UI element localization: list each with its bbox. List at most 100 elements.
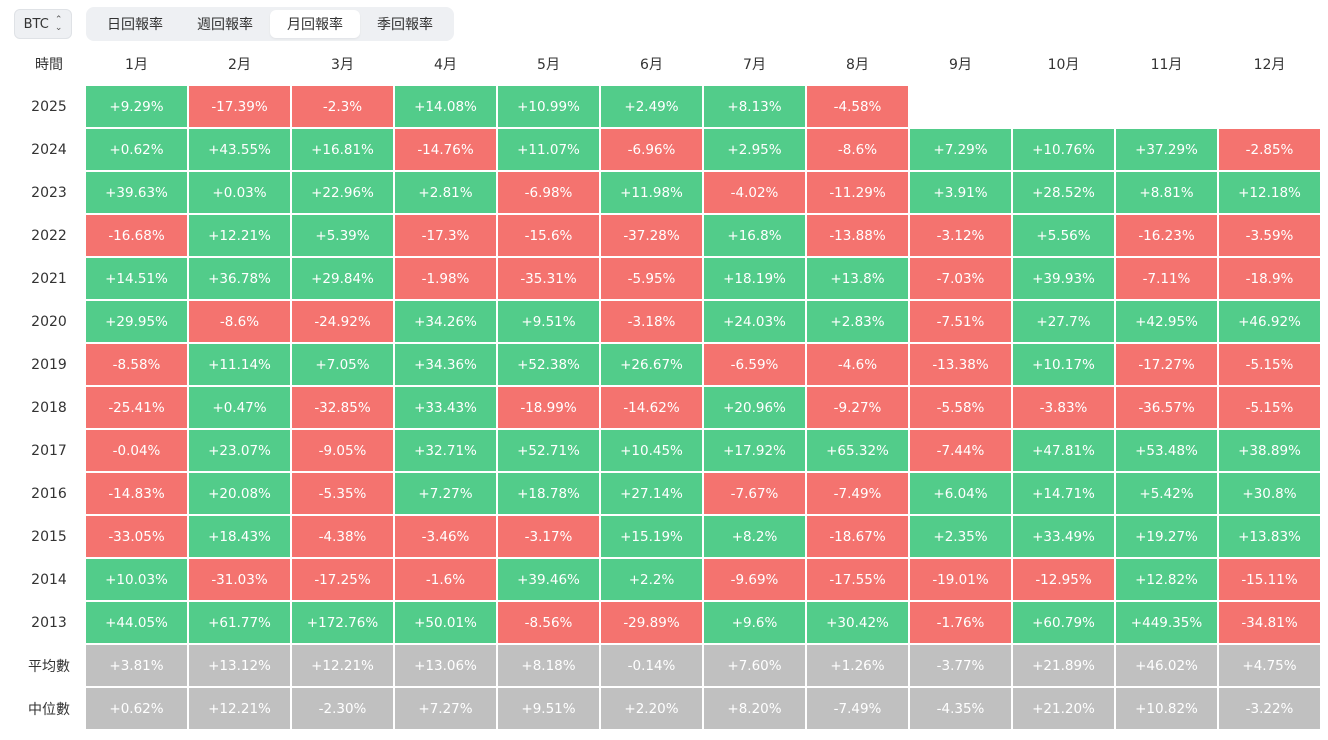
return-cell: -2.30% xyxy=(292,688,393,729)
return-cell: -7.03% xyxy=(910,258,1011,299)
return-cell: +16.81% xyxy=(292,129,393,170)
return-cell: -11.29% xyxy=(807,172,908,213)
return-cell: -7.49% xyxy=(807,688,908,729)
return-cell: +12.18% xyxy=(1219,172,1320,213)
return-cell: -8.56% xyxy=(498,602,599,643)
return-cell: +33.49% xyxy=(1013,516,1114,557)
header-month: 1月 xyxy=(125,56,148,73)
return-cell: -7.44% xyxy=(910,430,1011,471)
return-cell: +13.12% xyxy=(189,645,290,686)
return-cell: +44.05% xyxy=(86,602,187,643)
return-cell: +4.75% xyxy=(1219,645,1320,686)
return-cell: +23.07% xyxy=(189,430,290,471)
return-cell: -32.85% xyxy=(292,387,393,428)
return-cell: +29.95% xyxy=(86,301,187,342)
return-cell: +3.81% xyxy=(86,645,187,686)
return-cell: +9.51% xyxy=(498,688,599,729)
empty-cell xyxy=(1219,86,1320,127)
return-cell: +27.7% xyxy=(1013,301,1114,342)
return-cell: -17.39% xyxy=(189,86,290,127)
return-cell: +15.19% xyxy=(601,516,702,557)
return-cell: -9.27% xyxy=(807,387,908,428)
header-month: 3月 xyxy=(331,56,354,73)
return-cell: +2.95% xyxy=(704,129,805,170)
return-cell: +21.89% xyxy=(1013,645,1114,686)
return-cell: -13.38% xyxy=(910,344,1011,385)
return-cell: -3.59% xyxy=(1219,215,1320,256)
return-cell: +46.02% xyxy=(1116,645,1217,686)
return-cell: +2.35% xyxy=(910,516,1011,557)
return-cell: -4.38% xyxy=(292,516,393,557)
return-cell: +0.03% xyxy=(189,172,290,213)
return-cell: -35.31% xyxy=(498,258,599,299)
return-cell: -5.35% xyxy=(292,473,393,514)
return-cell: +22.96% xyxy=(292,172,393,213)
return-cell: +36.78% xyxy=(189,258,290,299)
return-cell: +6.04% xyxy=(910,473,1011,514)
return-cell: +38.89% xyxy=(1219,430,1320,471)
year-label: 2019 xyxy=(31,356,67,373)
return-cell: +13.8% xyxy=(807,258,908,299)
return-cell: +19.27% xyxy=(1116,516,1217,557)
return-cell: +18.43% xyxy=(189,516,290,557)
coin-select-value: BTC xyxy=(23,16,49,32)
return-cell: +17.92% xyxy=(704,430,805,471)
tab-quarterly-return[interactable]: 季回報率 xyxy=(377,17,433,33)
return-cell: -17.3% xyxy=(395,215,496,256)
return-cell: -8.58% xyxy=(86,344,187,385)
return-cell: +42.95% xyxy=(1116,301,1217,342)
return-cell: -18.67% xyxy=(807,516,908,557)
return-cell: +16.8% xyxy=(704,215,805,256)
return-cell: -7.67% xyxy=(704,473,805,514)
tab-weekly-return[interactable]: 週回報率 xyxy=(197,17,253,33)
return-cell: +37.29% xyxy=(1116,129,1217,170)
year-label: 2023 xyxy=(31,184,67,201)
toolbar: BTC ⌃ ⌄ 日回報率 週回報率 月回報率 季回報率 xyxy=(14,6,454,42)
return-cell: +10.03% xyxy=(86,559,187,600)
return-cell: -4.58% xyxy=(807,86,908,127)
header-month: 10月 xyxy=(1047,56,1080,73)
return-cell: +32.71% xyxy=(395,430,496,471)
return-cell: +7.05% xyxy=(292,344,393,385)
return-cell: +27.14% xyxy=(601,473,702,514)
return-cell: +39.63% xyxy=(86,172,187,213)
return-cell: -6.59% xyxy=(704,344,805,385)
return-cell: +10.45% xyxy=(601,430,702,471)
return-cell: -17.27% xyxy=(1116,344,1217,385)
year-label: 2024 xyxy=(31,141,67,158)
coin-select[interactable]: BTC ⌃ ⌄ xyxy=(14,9,72,39)
return-cell: -3.46% xyxy=(395,516,496,557)
return-cell: +2.20% xyxy=(601,688,702,729)
return-cell: +11.07% xyxy=(498,129,599,170)
return-cell: -3.12% xyxy=(910,215,1011,256)
return-cell: +26.67% xyxy=(601,344,702,385)
empty-cell xyxy=(1013,86,1114,127)
header-month: 2月 xyxy=(228,56,251,73)
return-cell: -9.05% xyxy=(292,430,393,471)
return-cell: -33.05% xyxy=(86,516,187,557)
year-label: 2016 xyxy=(31,485,67,502)
return-cell: -7.11% xyxy=(1116,258,1217,299)
empty-cell xyxy=(1116,86,1217,127)
return-cell: +1.26% xyxy=(807,645,908,686)
return-cell: -16.68% xyxy=(86,215,187,256)
return-cell: -34.81% xyxy=(1219,602,1320,643)
return-cell: +39.46% xyxy=(498,559,599,600)
return-cell: +20.08% xyxy=(189,473,290,514)
return-cell: -6.96% xyxy=(601,129,702,170)
return-cell: +8.18% xyxy=(498,645,599,686)
return-cell: +28.52% xyxy=(1013,172,1114,213)
return-cell: +52.38% xyxy=(498,344,599,385)
return-cell: -2.3% xyxy=(292,86,393,127)
return-cell: +10.82% xyxy=(1116,688,1217,729)
tab-daily-return[interactable]: 日回報率 xyxy=(107,17,163,33)
return-cell: +34.26% xyxy=(395,301,496,342)
return-cell: -7.49% xyxy=(807,473,908,514)
return-cell: +12.21% xyxy=(292,645,393,686)
year-label: 2014 xyxy=(31,571,67,588)
return-cell: -15.6% xyxy=(498,215,599,256)
return-cell: +5.42% xyxy=(1116,473,1217,514)
return-cell: +9.29% xyxy=(86,86,187,127)
period-tabs: 日回報率 週回報率 月回報率 季回報率 xyxy=(86,7,454,41)
tab-monthly-return[interactable]: 月回報率 xyxy=(270,10,360,38)
